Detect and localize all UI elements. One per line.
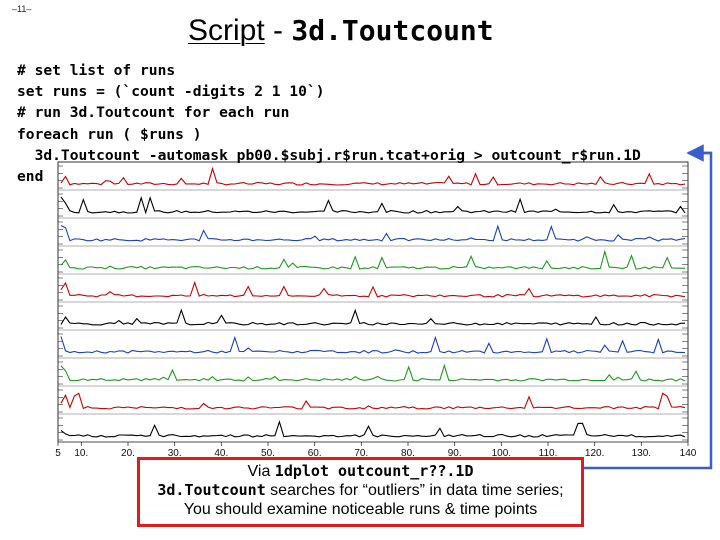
x-tick-label: 130.: [632, 448, 651, 459]
outlier-trace: [60, 195, 686, 215]
outlier-trace: [60, 419, 686, 438]
x-tick-label: 100.: [492, 448, 511, 459]
script-line: end: [17, 168, 44, 186]
outlier-trace: [60, 335, 686, 354]
outlier-trace: [60, 224, 686, 242]
script-line: foreach run ( $runs ): [17, 125, 202, 143]
title-separator: -: [264, 14, 292, 47]
outlier-trace: [60, 280, 686, 298]
x-tick-label: 40.: [214, 448, 228, 459]
script-line: set runs = (`count -digits 2 1 10`): [17, 83, 325, 101]
page-title: Script - 3d.Toutcount: [188, 14, 494, 48]
callout-line-2: 3d.Toutcount searches for “outliers” in …: [140, 481, 581, 500]
explanation-callout: Via 1dplot outcount_r??.1D 3d.Toutcount …: [137, 457, 584, 527]
x-tick-label: 60.: [308, 448, 322, 459]
x-tick-label: 120.: [585, 448, 604, 459]
script-line: # run 3d.Toutcount for each run: [17, 104, 290, 122]
outlier-trace: [60, 392, 686, 410]
x-tick-label: 10.: [74, 448, 88, 459]
outlier-trace: [60, 249, 686, 270]
x-tick-label: 30.: [168, 448, 182, 459]
x-tick-label: 90.: [448, 448, 462, 459]
callout-program: 3d.Toutcount: [157, 481, 266, 499]
script-line: 3d.Toutcount -automask pb00.$subj.r$run.…: [17, 146, 641, 164]
x-tick-label: 80.: [401, 448, 415, 459]
callout-line-1: Via 1dplot outcount_r??.1D: [140, 462, 581, 481]
x-tick-label: 140: [680, 448, 697, 459]
x-tick-label: 20.: [121, 448, 135, 459]
outlier-trace: [60, 308, 686, 326]
x-tick-label: 5: [55, 448, 61, 459]
callout-via-text: Via: [247, 463, 275, 480]
callout-description: searches for “outliers” in data time ser…: [265, 482, 564, 499]
title-script-word: Script: [188, 14, 265, 47]
slide-number: –11–: [12, 4, 32, 14]
x-tick-label: 70.: [354, 448, 368, 459]
script-line: # set list of runs: [17, 62, 176, 79]
tcsh-script: # set list of runs set runs = (`count -d…: [17, 60, 641, 187]
title-program-name: 3d.Toutcount: [291, 14, 494, 47]
callout-line-3: You should examine noticeable runs & tim…: [183, 501, 538, 518]
callout-command: 1dplot outcount_r??.1D: [274, 462, 474, 480]
x-tick-label: 50.: [261, 448, 275, 459]
outlier-trace: [60, 363, 686, 382]
